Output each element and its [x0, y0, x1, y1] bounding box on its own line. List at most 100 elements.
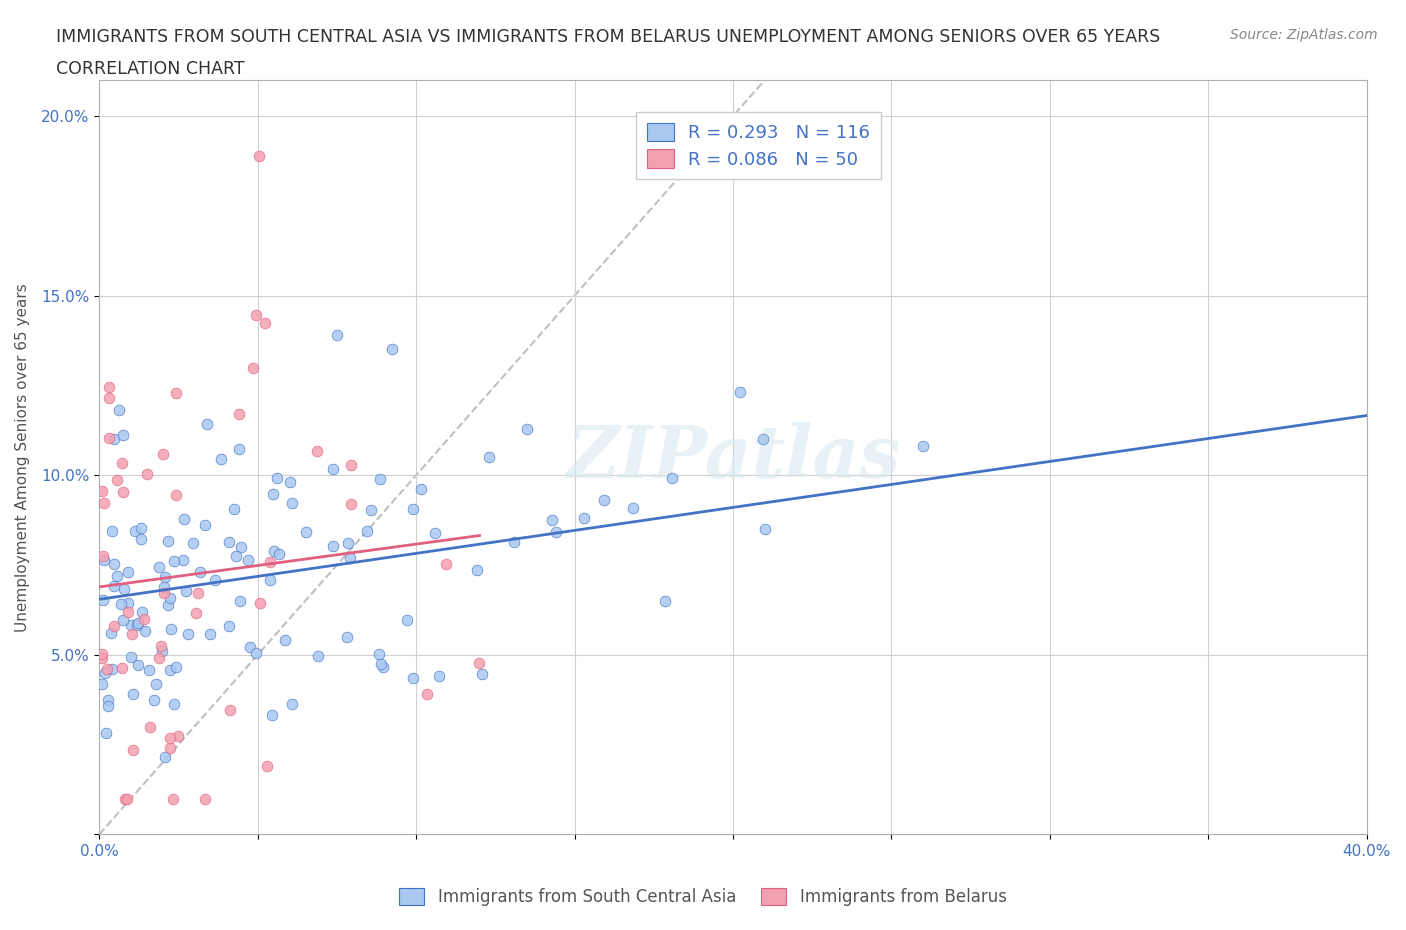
Point	[478, 449, 501, 464]
Point	[136, 466, 159, 481]
Point	[218, 702, 240, 717]
Point	[167, 728, 190, 743]
Point	[247, 149, 270, 164]
Point	[621, 500, 644, 515]
Point	[229, 539, 252, 554]
Point	[465, 563, 488, 578]
Text: CORRELATION CHART: CORRELATION CHART	[56, 60, 245, 78]
Point	[114, 791, 136, 806]
Point	[728, 384, 751, 399]
Point	[159, 731, 181, 746]
Point	[194, 518, 217, 533]
Point	[159, 663, 181, 678]
Point	[228, 406, 250, 421]
Point	[97, 391, 120, 405]
Point	[103, 556, 125, 571]
Point	[134, 612, 156, 627]
Point	[661, 471, 683, 485]
Point	[112, 613, 135, 628]
Point	[336, 536, 359, 551]
Point	[249, 596, 271, 611]
Point	[152, 446, 174, 461]
Point	[121, 687, 143, 702]
Point	[115, 791, 138, 806]
Point	[402, 671, 425, 685]
Point	[120, 649, 142, 664]
Text: Source: ZipAtlas.com: Source: ZipAtlas.com	[1230, 28, 1378, 42]
Point	[105, 473, 128, 488]
Point	[97, 430, 120, 445]
Point	[262, 486, 284, 501]
Point	[262, 708, 284, 723]
Point	[195, 417, 218, 432]
Legend: R = 0.293   N = 116, R = 0.086   N = 50: R = 0.293 N = 116, R = 0.086 N = 50	[636, 112, 882, 179]
Point	[254, 316, 277, 331]
Point	[127, 658, 149, 672]
Point	[305, 444, 328, 458]
Point	[111, 485, 134, 499]
Point	[120, 618, 142, 632]
Point	[225, 549, 247, 564]
Point	[754, 522, 776, 537]
Point	[131, 531, 153, 546]
Legend: Immigrants from South Central Asia, Immigrants from Belarus: Immigrants from South Central Asia, Immi…	[392, 881, 1014, 912]
Point	[356, 524, 378, 538]
Point	[127, 618, 149, 632]
Point	[129, 521, 152, 536]
Point	[91, 677, 114, 692]
Point	[134, 623, 156, 638]
Point	[145, 677, 167, 692]
Point	[434, 556, 457, 571]
Point	[339, 497, 361, 512]
Point	[153, 586, 176, 601]
Point	[172, 552, 194, 567]
Point	[187, 585, 209, 600]
Point	[117, 596, 139, 611]
Point	[100, 662, 122, 677]
Point	[173, 512, 195, 526]
Point	[94, 665, 117, 680]
Point	[121, 743, 143, 758]
Point	[218, 534, 240, 549]
Point	[91, 646, 114, 661]
Point	[593, 493, 616, 508]
Point	[409, 482, 432, 497]
Point	[256, 758, 278, 773]
Point	[654, 593, 676, 608]
Point	[368, 646, 391, 661]
Point	[194, 791, 217, 806]
Point	[204, 572, 226, 587]
Point	[93, 496, 115, 511]
Text: IMMIGRANTS FROM SOUTH CENTRAL ASIA VS IMMIGRANTS FROM BELARUS UNEMPLOYMENT AMONG: IMMIGRANTS FROM SOUTH CENTRAL ASIA VS IM…	[56, 28, 1160, 46]
Point	[94, 725, 117, 740]
Point	[138, 662, 160, 677]
Point	[322, 462, 344, 477]
Point	[396, 612, 419, 627]
Point	[503, 535, 526, 550]
Point	[259, 573, 281, 588]
Point	[91, 549, 114, 564]
Point	[103, 578, 125, 593]
Point	[325, 327, 347, 342]
Point	[181, 536, 204, 551]
Point	[111, 428, 134, 443]
Point	[117, 605, 139, 620]
Point	[159, 591, 181, 605]
Point	[245, 645, 267, 660]
Point	[97, 379, 120, 394]
Point	[153, 579, 176, 594]
Point	[427, 668, 450, 683]
Point	[229, 593, 252, 608]
Point	[423, 525, 446, 540]
Point	[572, 511, 595, 525]
Point	[157, 534, 180, 549]
Point	[322, 538, 344, 553]
Point	[159, 740, 181, 755]
Point	[188, 565, 211, 579]
Point	[307, 648, 329, 663]
Point	[471, 666, 494, 681]
Point	[259, 554, 281, 569]
Point	[278, 474, 301, 489]
Point	[360, 502, 382, 517]
Point	[121, 626, 143, 641]
